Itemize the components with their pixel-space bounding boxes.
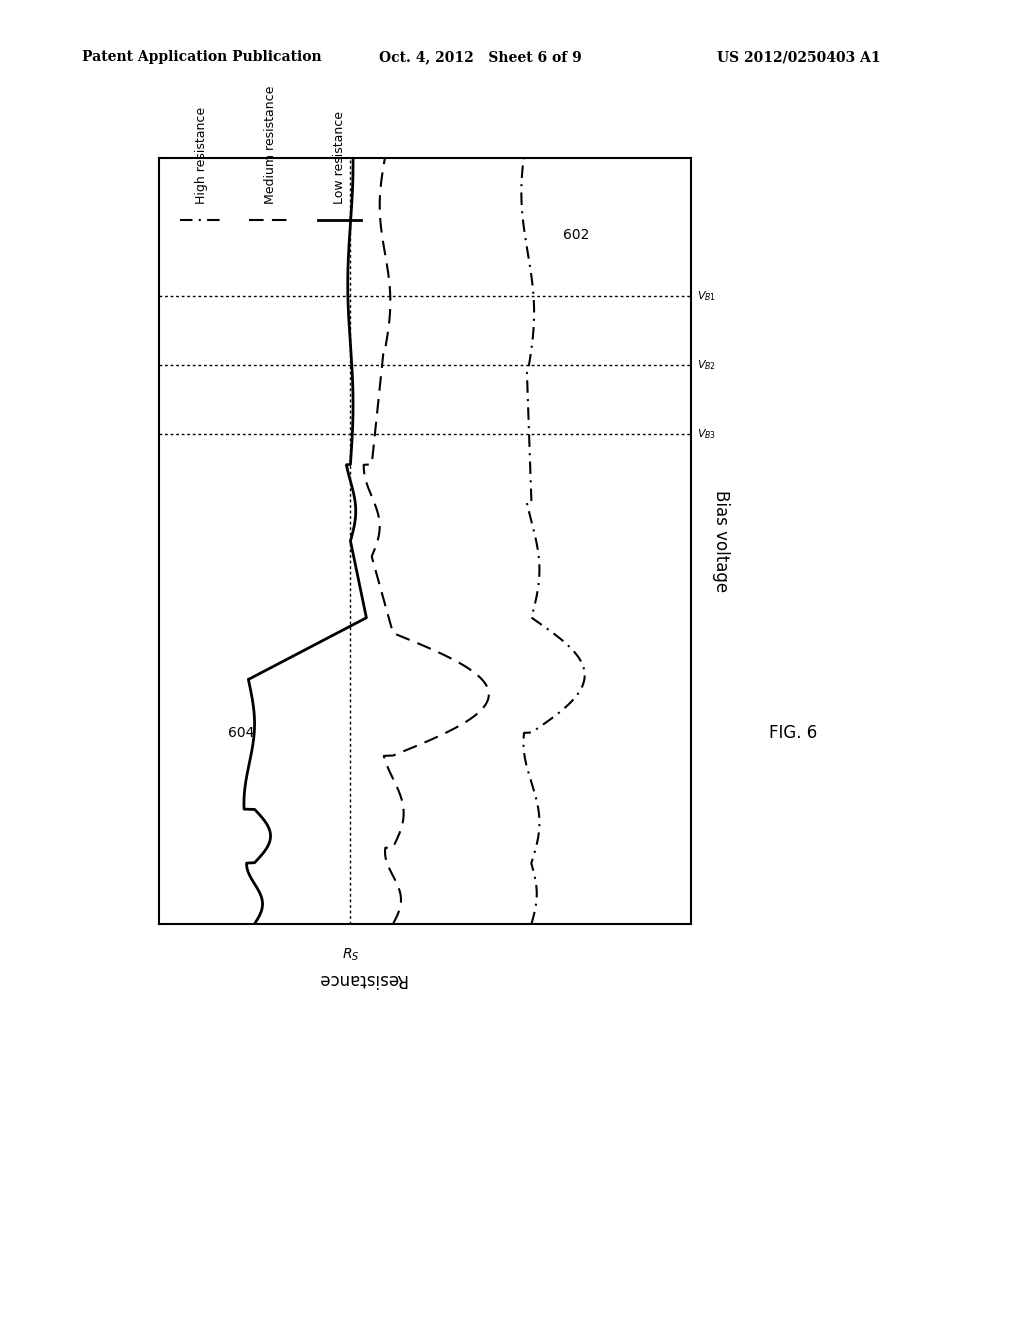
Text: Resistance: Resistance (316, 970, 406, 987)
Text: Medium resistance: Medium resistance (264, 86, 278, 205)
Text: FIG. 6: FIG. 6 (769, 723, 818, 742)
Text: 604: 604 (228, 726, 254, 739)
Text: US 2012/0250403 A1: US 2012/0250403 A1 (717, 50, 881, 65)
Text: High resistance: High resistance (195, 107, 208, 205)
Text: $V_{B2}$: $V_{B2}$ (696, 358, 716, 372)
Text: $V_{B1}$: $V_{B1}$ (696, 289, 716, 304)
Text: Bias voltage: Bias voltage (713, 490, 730, 593)
Text: $V_{B3}$: $V_{B3}$ (696, 428, 716, 441)
Text: 602: 602 (563, 228, 590, 242)
Text: Low resistance: Low resistance (333, 111, 346, 205)
Text: Patent Application Publication: Patent Application Publication (82, 50, 322, 65)
Text: Oct. 4, 2012   Sheet 6 of 9: Oct. 4, 2012 Sheet 6 of 9 (379, 50, 582, 65)
Text: $R_S$: $R_S$ (342, 946, 359, 964)
